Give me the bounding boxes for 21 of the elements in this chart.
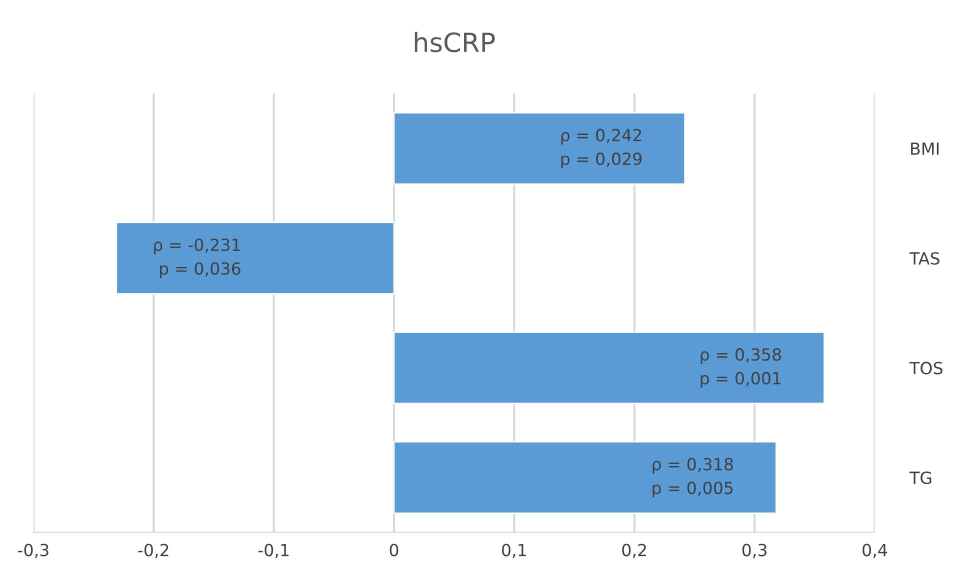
x-tick-label: 0,1 [502,544,526,558]
x-tick-label: -0,1 [258,544,289,558]
data-label: ρ = 0,242 p = 0,029 [561,128,642,168]
y-tick-label: TG [909,471,932,484]
bar [393,331,825,404]
y-tick-label: BMI [911,142,939,155]
x-tick-label: 0,4 [862,544,888,558]
data-label: ρ = 0,358 p = 0,001 [700,348,781,388]
bar [393,441,777,514]
bar [116,222,395,294]
y-tick-label: TAS [909,252,940,265]
y-tick-label: TOS [909,362,942,374]
x-tick-label: -0,2 [138,544,168,558]
x-tick-label: 0 [390,544,398,556]
bar [393,112,686,185]
x-tick-label: 0,2 [622,544,646,558]
data-label: ρ = 0,318 p = 0,005 [652,458,733,498]
x-tick-label: 0,3 [742,544,766,558]
chart-title: hsCRP [414,32,495,52]
data-label: ρ = -0,231 p = 0,036 [154,238,240,278]
x-tick-label: -0,3 [18,544,48,558]
